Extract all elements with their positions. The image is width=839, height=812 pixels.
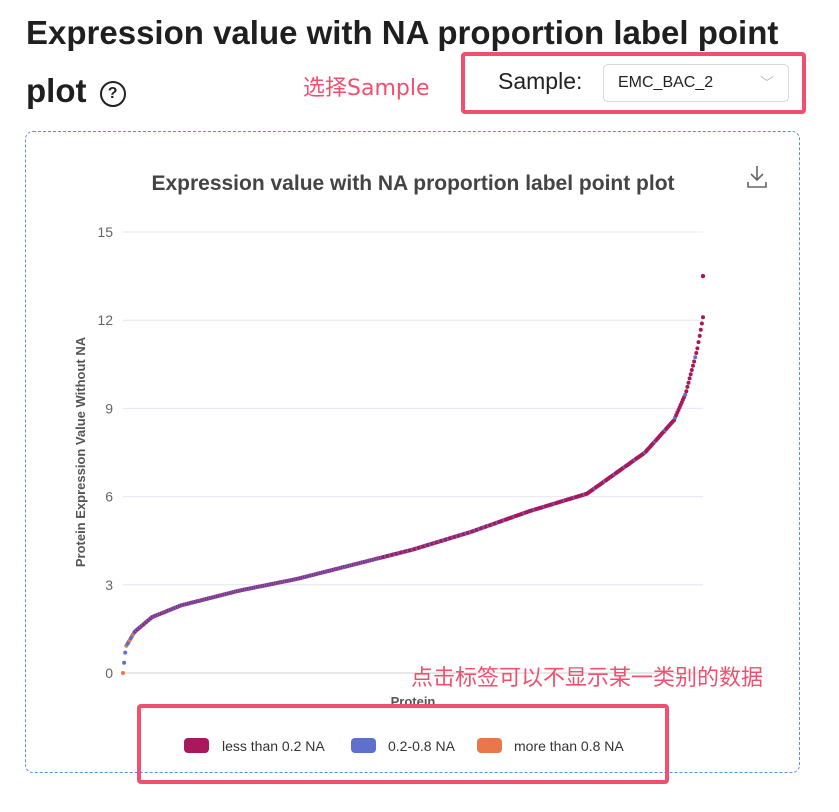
download-icon[interactable] — [745, 164, 769, 190]
sample-select[interactable]: EMC_BAC_2 ﹀ — [603, 64, 789, 102]
page-title: Expression value with NA proportion labe… — [26, 4, 816, 120]
page-title-text: Expression value with NA proportion labe… — [26, 14, 779, 109]
sample-highlight-box — [461, 52, 806, 114]
select-sample-annotation: 选择Sample — [303, 76, 430, 101]
legend-highlight-box — [137, 704, 669, 784]
chart-card — [25, 131, 800, 773]
sample-select-value: EMC_BAC_2 — [618, 74, 714, 91]
legend-hint-annotation: 点击标签可以不显示某一类别的数据 — [411, 666, 764, 691]
sample-label: Sample: — [498, 68, 583, 94]
help-circle-icon[interactable]: ? — [99, 81, 126, 107]
chevron-down-icon: ﹀ — [760, 75, 774, 91]
